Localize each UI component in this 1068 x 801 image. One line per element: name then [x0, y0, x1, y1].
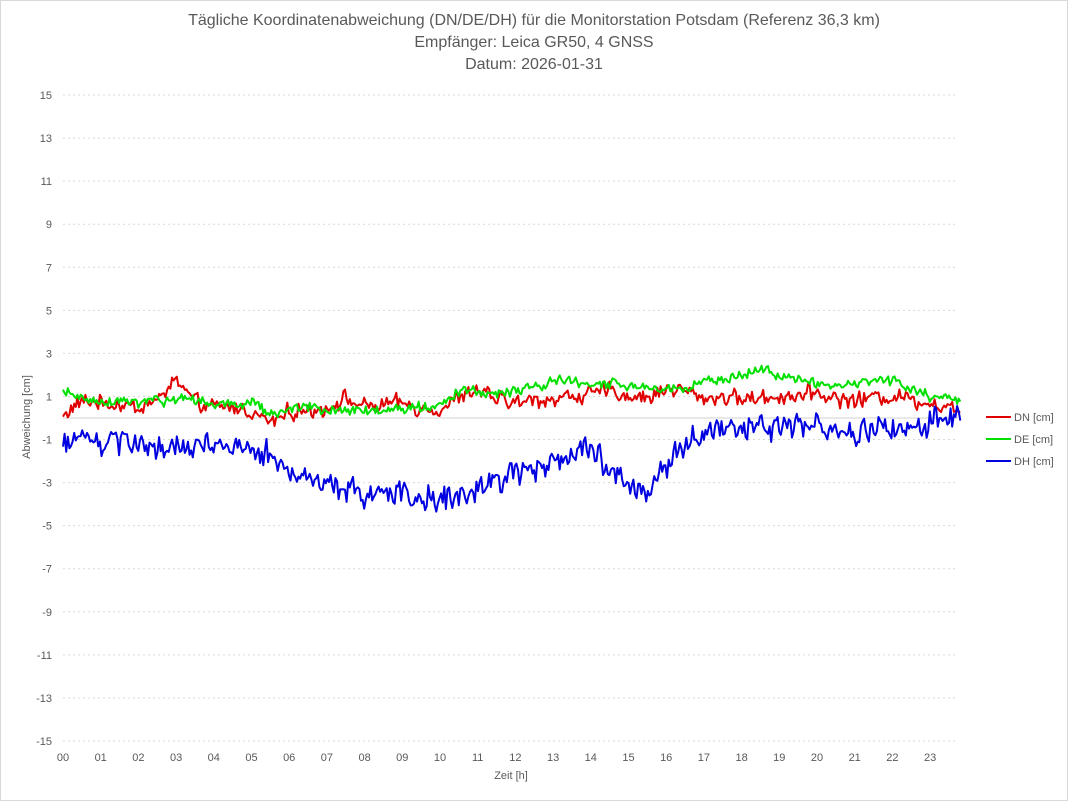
- x-tick-label: 07: [321, 752, 333, 764]
- series-lines: [62, 364, 962, 513]
- y-tick-label: 7: [46, 262, 52, 274]
- x-tick-label: 13: [547, 752, 559, 764]
- x-tick-label: 19: [773, 752, 785, 764]
- chart-title: Tägliche Koordinatenabweichung (DN/DE/DH…: [188, 12, 880, 29]
- legend-label: DE [cm]: [1014, 434, 1053, 446]
- x-tick-label: 04: [208, 752, 220, 764]
- y-tick-label: 13: [40, 133, 52, 145]
- x-tick-label: 17: [698, 752, 710, 764]
- y-tick-label: 3: [46, 348, 52, 360]
- y-tick-label: -9: [42, 607, 52, 619]
- y-tick-label: -3: [42, 478, 52, 490]
- legend-label: DN [cm]: [1014, 412, 1054, 424]
- x-tick-label: 05: [245, 752, 257, 764]
- y-tick-label: -5: [42, 521, 52, 533]
- x-tick-label: 10: [434, 752, 446, 764]
- y-tick-label: 5: [46, 305, 52, 317]
- y-axis-title: Abweichung [cm]: [21, 375, 33, 459]
- x-tick-label: 01: [95, 752, 107, 764]
- series-line-dn: [62, 375, 961, 427]
- y-tick-label: -13: [36, 693, 52, 705]
- y-tick-label: 9: [46, 219, 52, 231]
- y-axis-ticks: 15 13 11 9 7 5 3 1 -1 -3 -5 -7 -9 -11 -13 -15: [36, 90, 52, 748]
- x-tick-label: 00: [57, 752, 69, 764]
- x-tick-label: 06: [283, 752, 295, 764]
- y-tick-label: -7: [42, 564, 52, 576]
- x-tick-label: 03: [170, 752, 182, 764]
- y-tick-label: 11: [41, 176, 52, 188]
- series-line-dh: [62, 405, 962, 513]
- x-axis-title: Zeit [h]: [494, 770, 528, 782]
- x-tick-label: 08: [358, 752, 370, 764]
- chart-title-block: Tägliche Koordinatenabweichung (DN/DE/DH…: [0, 10, 1068, 76]
- x-tick-label: 16: [660, 752, 672, 764]
- y-tick-label: 1: [46, 391, 52, 403]
- y-tick-label: -1: [42, 435, 52, 447]
- x-tick-label: 20: [811, 752, 823, 764]
- legend-label: DH [cm]: [1014, 456, 1054, 468]
- x-tick-label: 12: [509, 752, 521, 764]
- x-tick-label: 09: [396, 752, 408, 764]
- legend: DN [cm] DE [cm] DH [cm]: [986, 412, 1054, 468]
- chart-subtitle: Empfänger: Leica GR50, 4 GNSS: [414, 34, 654, 51]
- x-tick-label: 22: [886, 752, 898, 764]
- chart-date: Datum: 2026-01-31: [465, 56, 603, 73]
- x-tick-label: 15: [622, 752, 634, 764]
- x-tick-label: 23: [924, 752, 936, 764]
- y-tick-label: 15: [40, 90, 52, 102]
- x-tick-label: 14: [585, 752, 597, 764]
- x-tick-label: 18: [735, 752, 747, 764]
- x-tick-label: 11: [472, 752, 483, 764]
- x-tick-label: 21: [849, 752, 861, 764]
- x-axis-ticks: 00 01 02 03 04 05 06 07 08 09 10 11 12 13 14 15 16 17 18 19…: [57, 752, 936, 764]
- y-tick-label: -11: [37, 650, 52, 662]
- x-tick-label: 02: [132, 752, 144, 764]
- y-tick-label: -15: [36, 736, 52, 748]
- gridlines: [63, 94, 958, 742]
- series-line-de: [62, 364, 962, 419]
